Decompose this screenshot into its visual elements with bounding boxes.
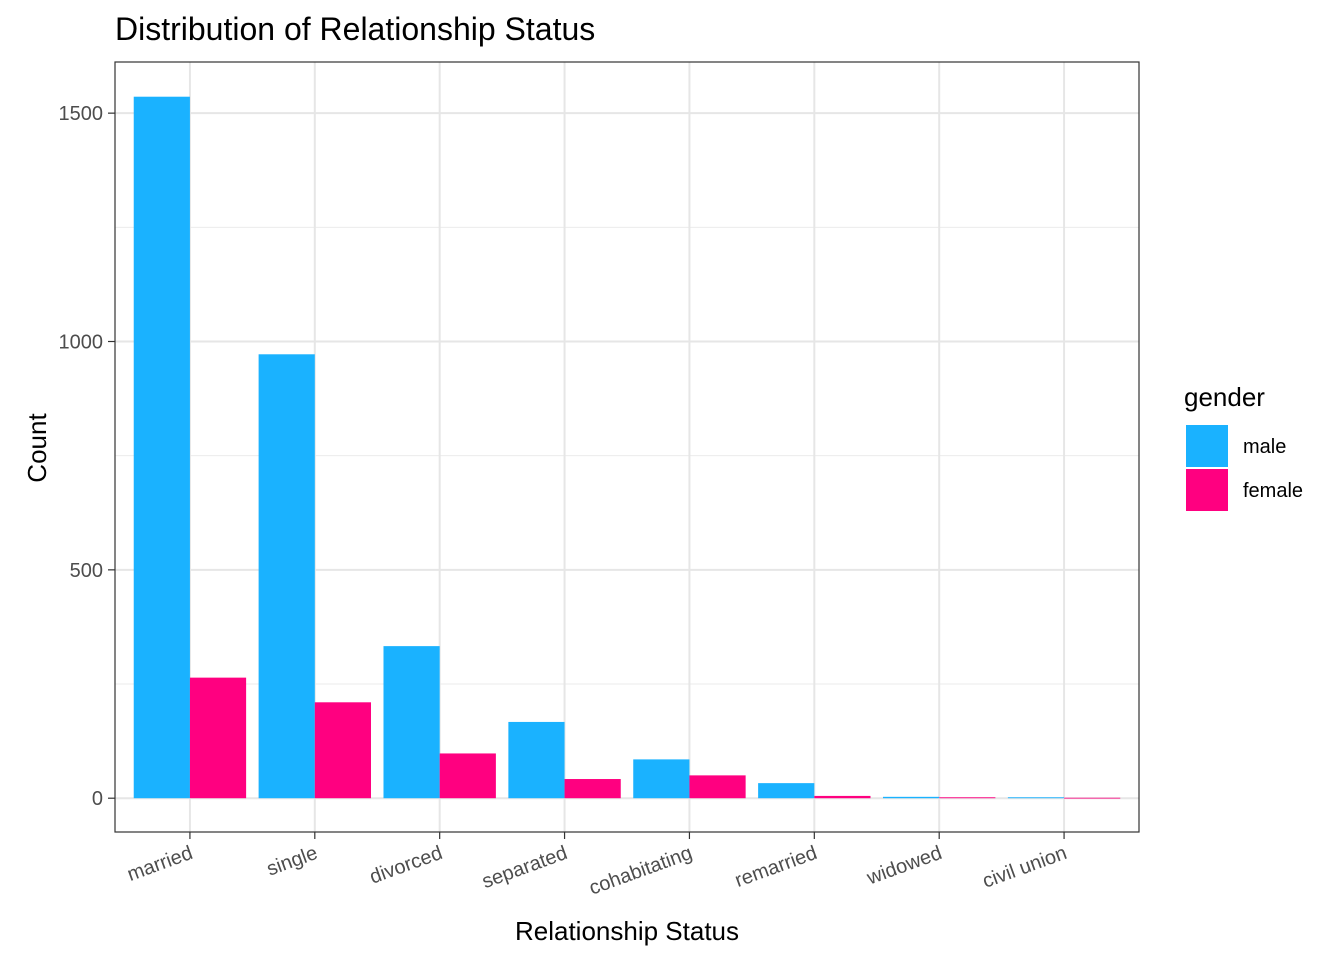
bar-male-separated — [508, 721, 565, 799]
legend-label-female: female — [1243, 480, 1303, 502]
x-tick-label: separated — [479, 842, 570, 893]
y-tick-label: 1500 — [59, 103, 104, 125]
x-tick-label: divorced — [367, 842, 446, 889]
bar-female-divorced — [439, 753, 496, 799]
legend-label-male: male — [1243, 436, 1286, 458]
x-tick-label: civil union — [980, 842, 1070, 893]
chart-title: Distribution of Relationship Status — [115, 11, 595, 47]
plot-panel-border — [114, 61, 1140, 833]
legend: gender male female — [1184, 382, 1303, 511]
bar-male-divorced — [383, 646, 440, 799]
legend-key-female — [1186, 469, 1228, 511]
bar-female-remarried — [814, 795, 871, 799]
x-axis-title: Relationship Status — [515, 916, 739, 946]
bar-female-cohabitating — [689, 775, 746, 799]
legend-key-male — [1186, 425, 1228, 467]
y-tick-label: 500 — [70, 560, 103, 582]
bar-female-single — [314, 702, 371, 799]
bars — [133, 96, 1121, 799]
grid — [115, 62, 1139, 832]
y-tick-label: 1000 — [59, 332, 104, 354]
bar-male-civil-union — [1007, 797, 1065, 799]
bar-male-single — [258, 354, 315, 799]
bar-female-married — [189, 677, 247, 799]
x-tick-label: married — [124, 842, 195, 886]
x-tick-label: cohabitating — [586, 842, 695, 900]
bar-female-separated — [564, 779, 621, 799]
y-axis-title: Count — [22, 413, 52, 483]
x-tick-label: single — [264, 842, 321, 881]
x-tick-label: remarried — [732, 842, 820, 892]
y-tick-label: 0 — [92, 788, 103, 810]
bar-female-civil-union — [1064, 797, 1121, 799]
bar-female-widowed — [939, 797, 996, 799]
bar-male-remarried — [758, 783, 815, 799]
legend-title: gender — [1184, 382, 1265, 412]
bar-male-widowed — [883, 796, 940, 799]
bar-male-married — [133, 96, 190, 799]
x-tick-label: widowed — [863, 842, 945, 890]
bar-male-cohabitating — [633, 759, 690, 799]
